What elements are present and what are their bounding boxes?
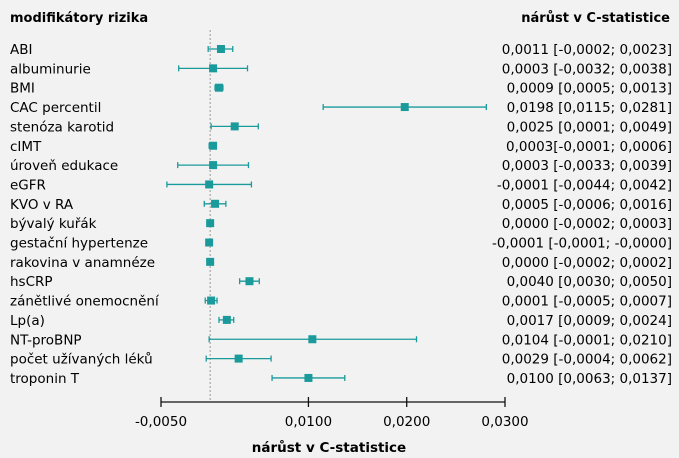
row-value: 0,0000 [-0,0002; 0,0002] xyxy=(502,255,672,271)
point-estimate xyxy=(234,354,243,363)
forest-row: bývalý kuřák 0,0000 [-0,0002; 0,0003] xyxy=(10,216,672,232)
forest-row: ABI 0,0011 [-0,0002; 0,0023] xyxy=(10,42,672,58)
row-value: 0,0025 [0,0001; 0,0049] xyxy=(507,119,672,135)
forest-row: úroveň edukace 0,0003 [-0,0033; 0,0039] xyxy=(10,158,672,174)
row-label: gestační hypertenze xyxy=(10,236,148,252)
row-label: eGFR xyxy=(10,177,46,193)
right-header: nárůst v C-statistice xyxy=(521,11,670,26)
point-estimate xyxy=(209,64,218,73)
forest-row: KVO v RA 0,0005 [-0,0006; 0,0016] xyxy=(10,197,672,213)
row-value: 0,0003 [-0,0032; 0,0038] xyxy=(502,61,672,77)
row-value: 0,0001 [-0,0005; 0,0007] xyxy=(502,294,672,310)
forest-row: cIMT 0,0003[-0,0001; 0,0006] xyxy=(10,139,672,155)
row-value: 0,0104 [-0,0001; 0,0210] xyxy=(502,332,672,348)
row-value: 0,0003 [-0,0033; 0,0039] xyxy=(502,158,672,174)
x-tick-label: 0,0200 xyxy=(383,414,430,430)
row-label: stenóza karotid xyxy=(10,119,114,135)
point-estimate xyxy=(400,103,409,112)
row-label: albuminurie xyxy=(10,61,91,77)
x-axis-title: nárůst v C-statistice xyxy=(252,439,406,456)
row-value: 0,0000 [-0,0002; 0,0003] xyxy=(502,216,672,232)
forest-row: Lp(a) 0,0017 [0,0009; 0,0024] xyxy=(10,313,672,329)
point-estimate xyxy=(216,45,225,53)
row-value: -0,0001 [-0,0044; 0,0042] xyxy=(497,177,672,193)
forest-row: stenóza karotid 0,0025 [0,0001; 0,0049] xyxy=(10,119,672,135)
point-estimate xyxy=(209,141,218,150)
row-value: 0,0100 [0,0063; 0,0137] xyxy=(507,371,672,387)
forest-row: NT-proBNP 0,0104 [-0,0001; 0,0210] xyxy=(10,332,672,348)
x-tick-label: 0,0100 xyxy=(285,414,332,430)
point-estimate xyxy=(304,373,313,382)
row-value: 0,0198 [0,0115; 0,0281] xyxy=(507,100,672,116)
point-estimate xyxy=(209,161,218,170)
row-label: BMI xyxy=(10,81,35,97)
forest-row: zánětlivé onemocnění 0,0001 [-0,0005; 0,0… xyxy=(10,294,672,310)
row-value: 0,0005 [-0,0006; 0,0016] xyxy=(502,197,672,213)
point-estimate xyxy=(205,180,214,189)
row-label: ABI xyxy=(10,42,32,58)
point-estimate xyxy=(222,315,231,324)
point-estimate xyxy=(308,335,317,344)
row-value: 0,0009 [0,0005; 0,0013] xyxy=(507,81,672,97)
row-label: NT-proBNP xyxy=(10,332,82,348)
row-label: bývalý kuřák xyxy=(10,216,97,232)
row-value: 0,0003[-0,0001; 0,0006] xyxy=(506,139,672,155)
row-value: 0,0011 [-0,0002; 0,0023] xyxy=(502,42,672,58)
rows-layer: ABI 0,0011 [-0,0002; 0,0023] albuminurie 0,… xyxy=(10,42,672,387)
forest-row: CAC percentil 0,0198 [0,0115; 0,0281] xyxy=(10,100,672,116)
row-value: 0,0029 [-0,0004; 0,0062] xyxy=(502,352,672,368)
forest-row: albuminurie 0,0003 [-0,0032; 0,0038] xyxy=(10,61,672,77)
forest-row: počet užívaných léků 0,0029 [-0,0004; 0,0… xyxy=(10,352,672,368)
row-label: Lp(a) xyxy=(10,313,45,329)
forest-row: eGFR -0,0001 [-0,0044; 0,0042] xyxy=(10,177,672,193)
row-label: KVO v RA xyxy=(10,197,74,213)
row-value: 0,0040 [0,0030; 0,0050] xyxy=(507,274,672,290)
forest-row: rakovina v anamnéze 0,0000 [-0,0002; 0,00… xyxy=(10,255,672,271)
point-estimate xyxy=(206,257,215,266)
point-estimate xyxy=(205,238,214,247)
point-estimate xyxy=(214,83,223,92)
left-header: modifikátory rizika xyxy=(10,11,148,26)
row-label: úroveň edukace xyxy=(10,158,118,174)
forest-row: troponin T 0,0100 [0,0063; 0,0137] xyxy=(10,371,672,387)
forest-row: gestační hypertenze -0,0001 [-0,0001; -0,… xyxy=(10,236,672,252)
point-estimate xyxy=(211,199,220,208)
x-tick-label: 0,0300 xyxy=(481,414,528,430)
row-label: CAC percentil xyxy=(10,100,101,116)
x-tick-label: -0,0050 xyxy=(135,414,187,430)
row-value: 0,0017 [0,0009; 0,0024] xyxy=(507,313,672,329)
forest-row: hsCRP 0,0040 [0,0030; 0,0050] xyxy=(10,274,672,290)
row-label: zánětlivé onemocnění xyxy=(10,294,160,310)
point-estimate xyxy=(245,277,254,286)
point-estimate xyxy=(207,296,216,305)
point-estimate xyxy=(230,122,239,131)
point-estimate xyxy=(206,219,215,228)
x-ticks: -0,0050 0,0100 0,0200 0,0300 xyxy=(135,397,529,430)
row-value: -0,0001 [-0,0001; -0,0000] xyxy=(492,236,672,252)
forest-row: BMI 0,0009 [0,0005; 0,0013] xyxy=(10,81,672,97)
row-label: troponin T xyxy=(10,371,80,387)
row-label: počet užívaných léků xyxy=(10,352,153,368)
row-label: rakovina v anamnéze xyxy=(10,255,155,271)
row-label: cIMT xyxy=(10,139,42,155)
row-label: hsCRP xyxy=(10,274,53,290)
